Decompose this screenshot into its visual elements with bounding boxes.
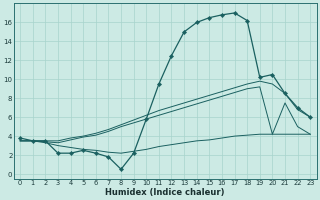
X-axis label: Humidex (Indice chaleur): Humidex (Indice chaleur) [106,188,225,197]
